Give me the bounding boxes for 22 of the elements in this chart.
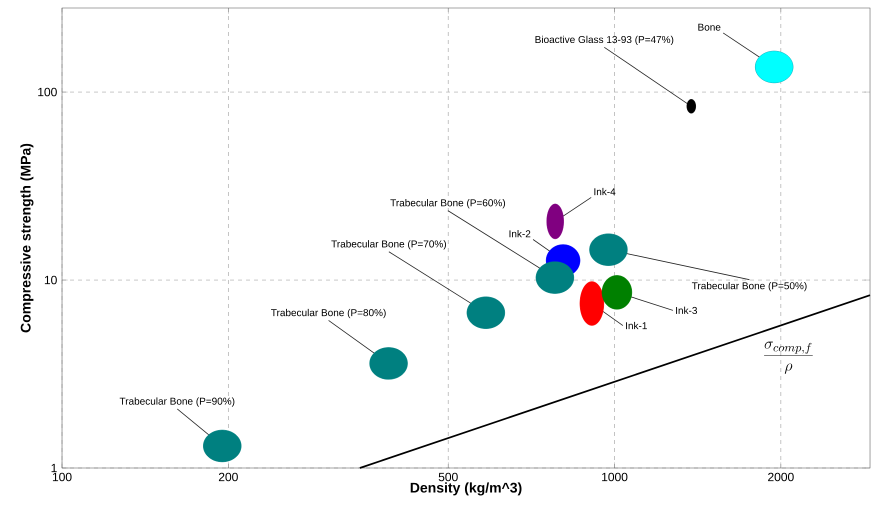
text: Ink-2 [510, 230, 530, 238]
x-tick-label: 200 [218, 472, 238, 482]
y-axis-title: Compressive strength (MPa) [20, 144, 34, 332]
text: Trabecular Bone (P=90%) [120, 397, 234, 407]
x-tick-label: 1000 [602, 472, 628, 482]
x-tick-label: 500 [438, 472, 458, 482]
text: Ink-3 [676, 306, 697, 314]
text: Bone [698, 24, 720, 31]
x-axis-title: Density (kg/m^3) [410, 482, 522, 496]
text: Bioactive Glass 13-93 (P=47%) [535, 36, 674, 46]
y-tick-label: 1 [52, 464, 57, 472]
text: Trabecular Bone (P=80%) [271, 308, 386, 318]
text: Trabecular Bone (P=50%) [692, 282, 807, 292]
text: Trabecular Bone (P=60%) [390, 199, 506, 208]
y-tick-label: 10 [44, 276, 57, 284]
y-tick-label: 100 [38, 88, 57, 96]
x-tick-label: 100 [52, 472, 72, 482]
text: Ink-4 [594, 188, 616, 196]
text: Trabecular Bone (P=70%) [331, 240, 446, 250]
x-tick-label: 2000 [768, 472, 794, 482]
text: Ink-1 [626, 322, 647, 330]
annotation: $\frac{\sigma_{comp,f}}{\rho}$ [764, 342, 813, 374]
